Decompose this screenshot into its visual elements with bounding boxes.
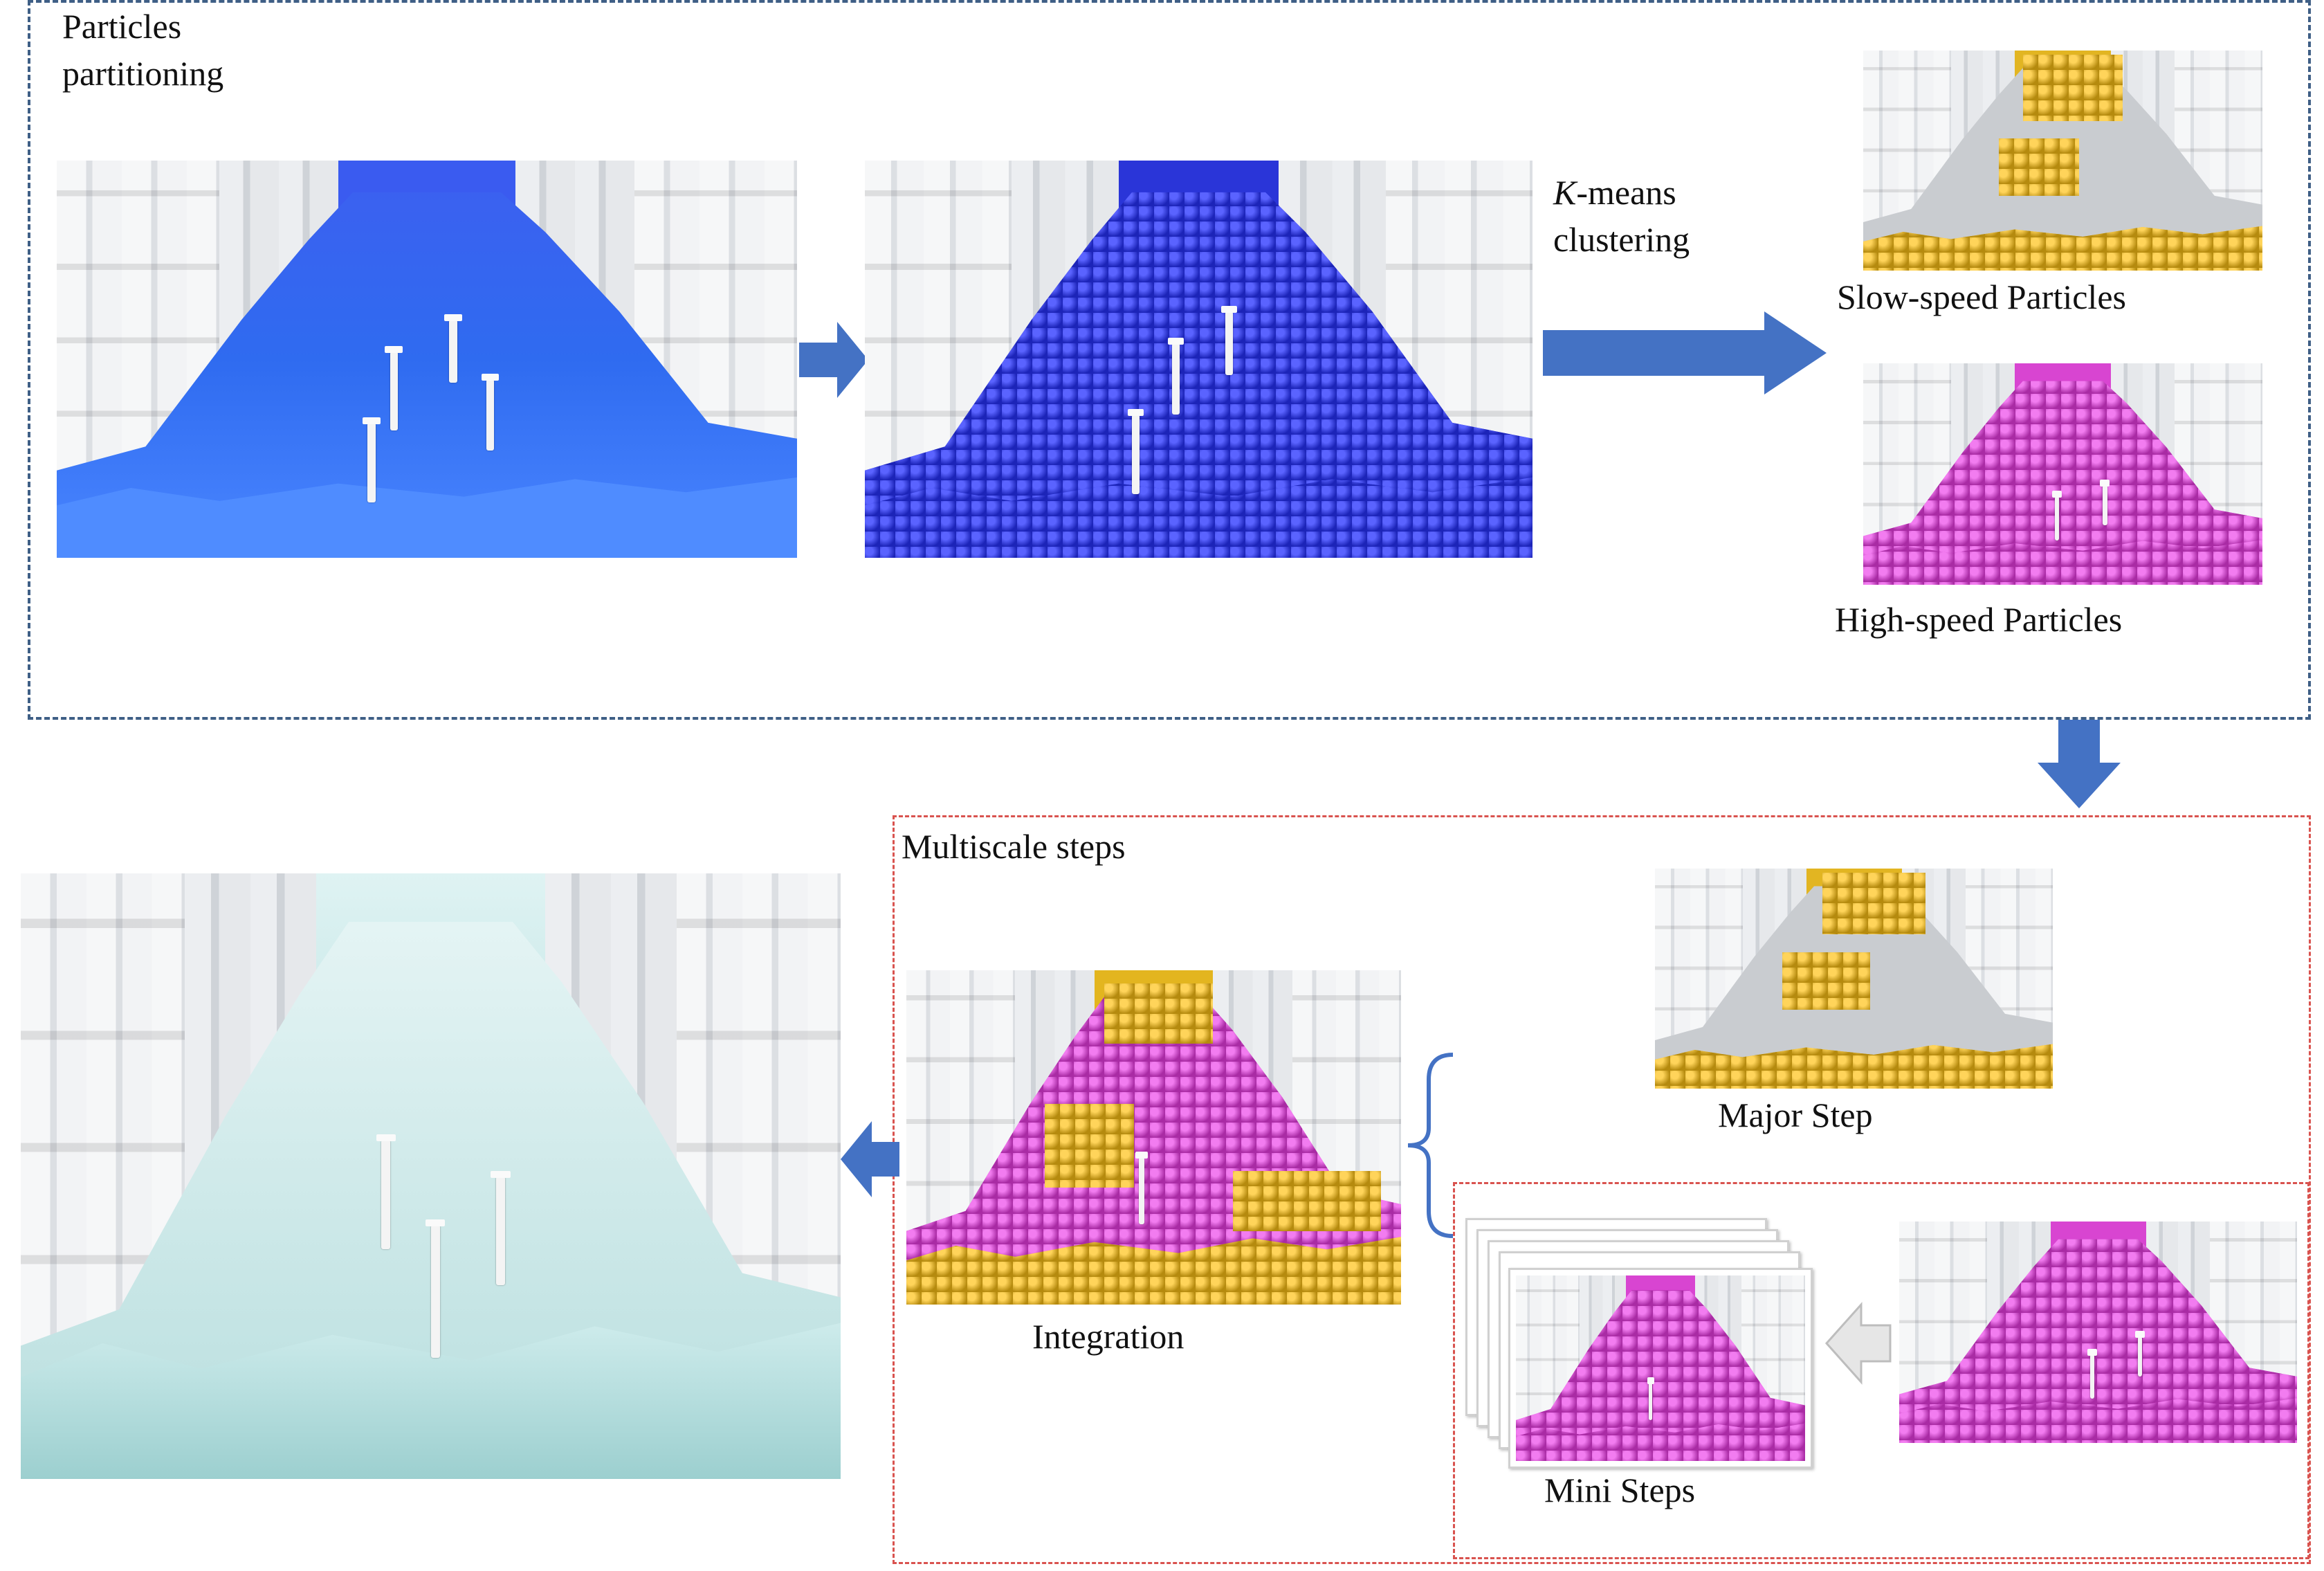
major-step-label: Major Step <box>1718 1096 1873 1134</box>
mini-step-render <box>1516 1275 1805 1461</box>
kmeans-k: K <box>1553 173 1577 212</box>
clustering-line: clustering <box>1553 219 1690 259</box>
high-speed-label: High-speed Particles <box>1835 600 2123 639</box>
mini-step-card-front <box>1508 1268 1813 1469</box>
multiscale-title: Multiscale steps <box>902 827 1126 866</box>
final-water-render <box>21 873 841 1479</box>
high-speed-particles-render <box>1863 363 2262 585</box>
partitioning-title: Particles partitioning <box>62 3 223 97</box>
blue-particles-render <box>865 161 1532 558</box>
slow-speed-particles-render <box>1863 51 2262 271</box>
mini-steps-panel <box>1453 1182 2309 1559</box>
integration-label: Integration <box>1032 1317 1184 1356</box>
integration-render <box>906 970 1401 1305</box>
arrow-highspeed-to-ministeps <box>1824 1302 1892 1385</box>
kmeans-rest: -means <box>1576 173 1676 212</box>
multiscale-panel <box>893 815 2311 1564</box>
fluid-surface-render <box>57 161 797 558</box>
partitioning-panel <box>28 0 2311 720</box>
arrow-clustering <box>1543 311 1827 394</box>
partitioning-title-line1: Particles <box>62 7 182 46</box>
slow-speed-label: Slow-speed Particles <box>1837 278 2126 316</box>
kmeans-line: K-means <box>1553 170 1690 217</box>
high-speed-step-render <box>1899 1222 2297 1443</box>
mini-steps-label: Mini Steps <box>1544 1471 1696 1509</box>
arrow-integration-to-final <box>841 1121 899 1197</box>
major-step-render <box>1655 869 2053 1089</box>
partitioning-title-line2: partitioning <box>62 53 224 93</box>
kmeans-clustering-label: K-means clustering <box>1553 170 1690 263</box>
arrow-down-to-multiscale <box>2038 720 2121 808</box>
merge-brace <box>1407 1053 1454 1238</box>
arrow-surface-to-particles <box>799 322 868 398</box>
